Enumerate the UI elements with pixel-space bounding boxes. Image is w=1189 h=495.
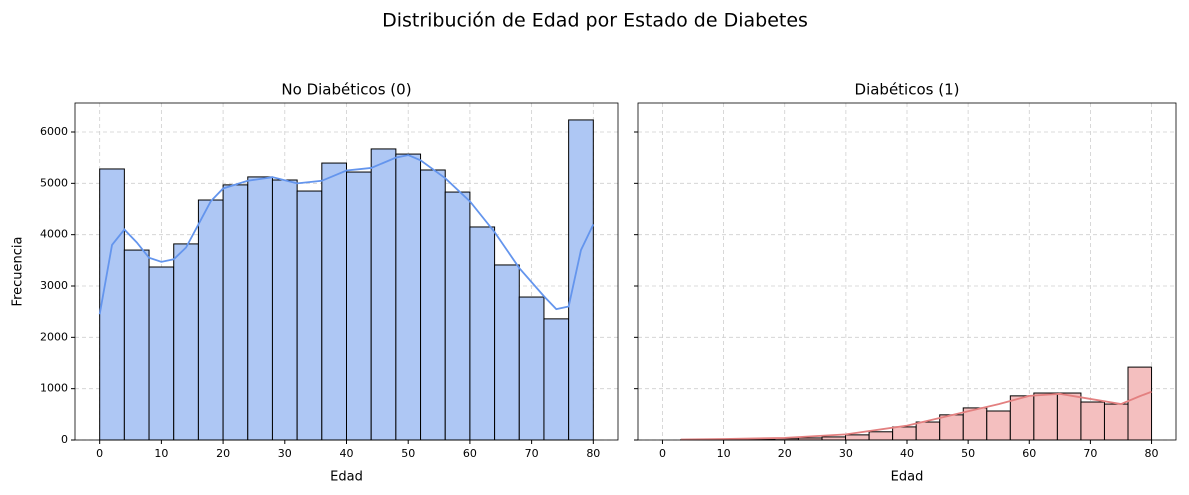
bar [370,148,397,441]
y-tick-label: 0 [61,433,68,446]
bar [173,243,199,441]
x-tick-label: 30 [839,447,853,460]
bar [197,199,224,441]
bar [469,226,496,441]
bar [518,296,545,441]
x-axis-label: Edad [891,470,924,485]
y-tick-label: 4000 [40,228,68,241]
kde-line [680,390,1152,441]
bar [494,264,520,441]
y-tick-label: 2000 [40,330,68,343]
x-tick-label: 70 [525,447,539,460]
y-axis-label: Frecuencia [11,237,26,307]
axes-frame [74,102,619,441]
bar [296,190,323,441]
subplot-title: No Diabéticos (0) [281,81,411,99]
x-tick-label: 0 [659,447,666,460]
x-tick-label: 20 [778,447,792,460]
x-tick-label: 40 [340,447,354,460]
x-tick-label: 50 [961,447,975,460]
bar [1033,392,1058,441]
x-tick-label: 20 [216,447,230,460]
bar [123,249,150,441]
bar [962,407,988,441]
bar [222,184,249,441]
bar [892,426,917,441]
bar [939,414,964,441]
bar [1056,392,1082,441]
x-tick-label: 60 [463,447,477,460]
y-tick-label: 3000 [40,279,68,292]
subplot-title: Diabéticos (1) [855,81,960,99]
y-tick-label: 1000 [40,382,68,395]
x-tick-label: 80 [586,447,600,460]
x-tick-label: 10 [717,447,731,460]
bar [247,176,273,441]
x-tick-label: 60 [1022,447,1036,460]
bar [1080,401,1105,441]
bar [346,171,372,441]
x-axis-label: Edad [330,470,363,485]
bar [845,434,870,441]
subplot: 0 10 20 30 40 50 60 70 80 Diabéticos (1) Edad [634,81,1177,485]
y-tick-label: 6000 [40,125,68,138]
x-tick-label: 0 [96,447,103,460]
bar [148,266,175,441]
bar [271,179,298,441]
bar [986,410,1011,441]
x-tick-label: 10 [154,447,168,460]
axes-frame [637,102,1177,441]
bar [420,169,446,441]
bar [543,318,570,441]
bar [99,168,125,441]
bar [395,153,422,441]
bar [915,421,941,441]
x-tick-label: 50 [401,447,415,460]
figure-title: Distribución de Edad por Estado de Diabe… [382,10,808,32]
bar [1103,403,1129,441]
bar [1009,395,1035,441]
bar [444,191,471,441]
subplot: 0 10 20 30 40 50 60 70 80 0 1000 2000 3000 4000 5000 60… [11,81,619,485]
bar [1127,366,1153,441]
x-tick-label: 30 [278,447,292,460]
bar [568,119,594,441]
kde-line [98,154,595,315]
y-tick-label: 5000 [40,176,68,189]
x-tick-label: 80 [1145,447,1159,460]
bar [821,436,847,441]
x-tick-label: 70 [1083,447,1097,460]
bar [321,162,347,441]
bar [868,431,894,441]
x-tick-label: 40 [900,447,914,460]
